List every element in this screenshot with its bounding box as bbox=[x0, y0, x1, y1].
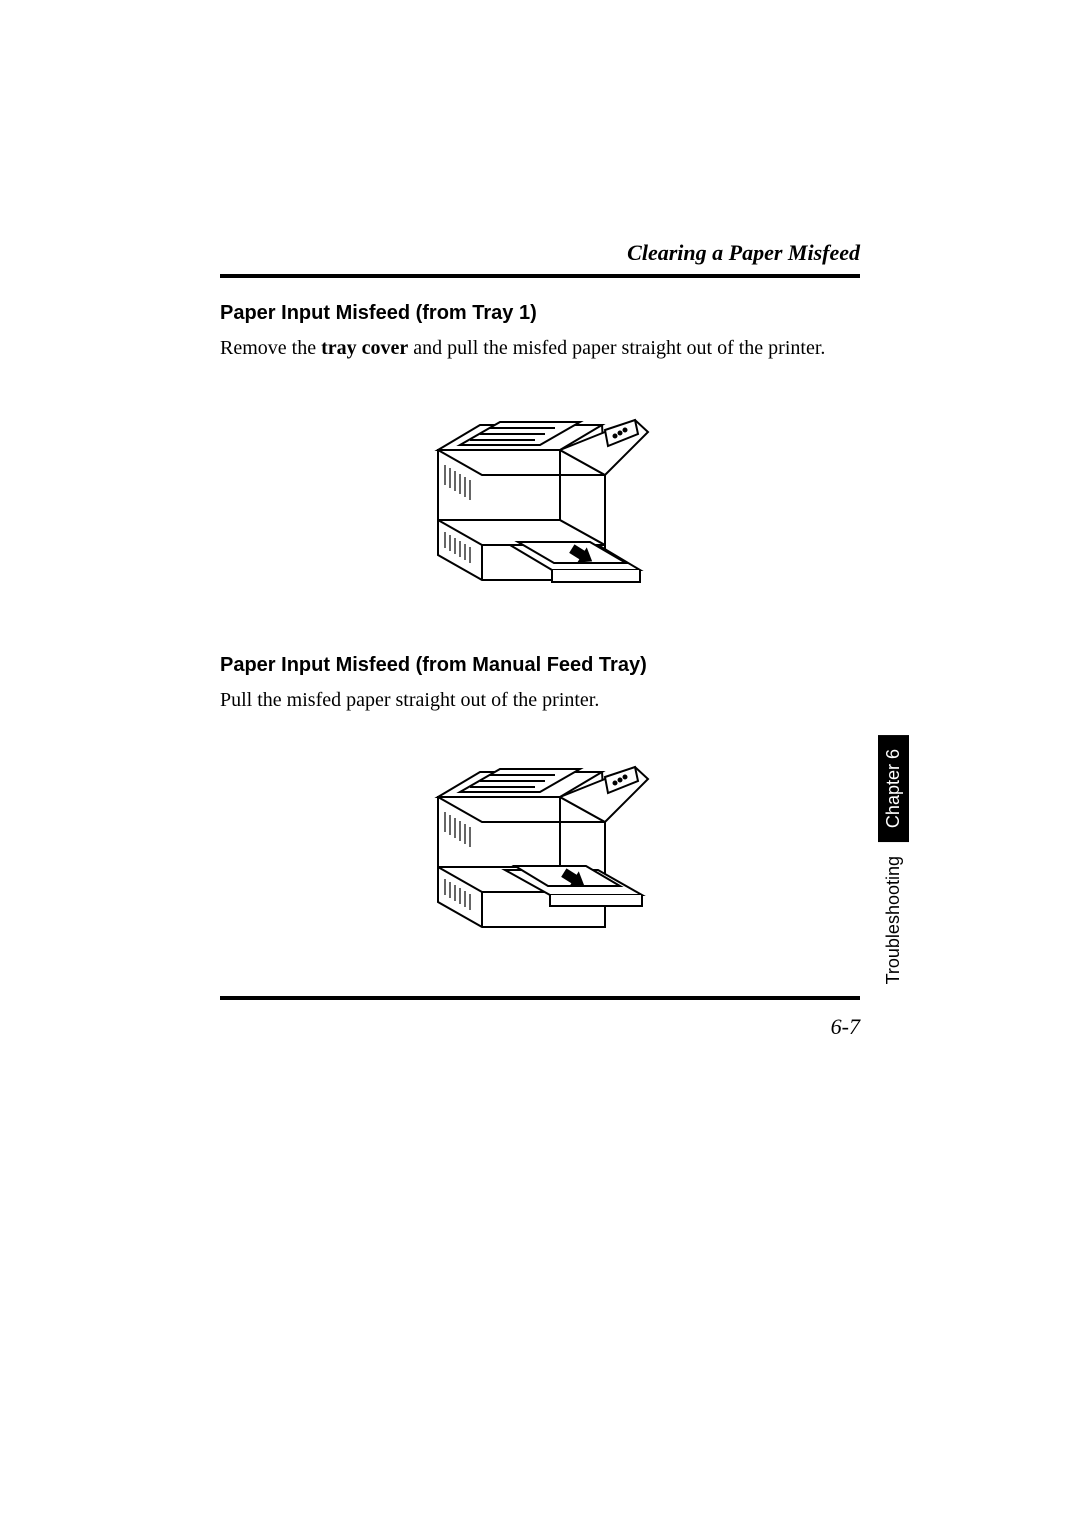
section1-text: Remove the tray cover and pull the misfe… bbox=[220, 335, 860, 362]
page-header-title: Clearing a Paper Misfeed bbox=[220, 240, 860, 266]
chapter-tab-label: Troubleshooting bbox=[883, 856, 904, 984]
footer-rule bbox=[220, 996, 860, 1000]
header-rule bbox=[220, 274, 860, 278]
figure-tray1 bbox=[220, 390, 860, 610]
printer-manual-tray-illustration bbox=[410, 742, 670, 952]
section1-heading: Paper Input Misfeed (from Tray 1) bbox=[220, 302, 860, 325]
section2-heading: Paper Input Misfeed (from Manual Feed Tr… bbox=[220, 654, 860, 677]
figure-manual-tray bbox=[220, 742, 860, 952]
chapter-tab: Chapter 6 Troubleshooting bbox=[876, 735, 910, 984]
chapter-tab-box: Chapter 6 bbox=[878, 735, 909, 842]
section2-text: Pull the misfed paper straight out of th… bbox=[220, 687, 860, 714]
section1-text-prefix: Remove the bbox=[220, 337, 321, 359]
section1-text-suffix: and pull the misfed paper straight out o… bbox=[408, 337, 825, 359]
section1-text-bold: tray cover bbox=[321, 337, 408, 359]
printer-tray1-illustration bbox=[410, 390, 670, 610]
page-number: 6-7 bbox=[220, 1014, 860, 1040]
